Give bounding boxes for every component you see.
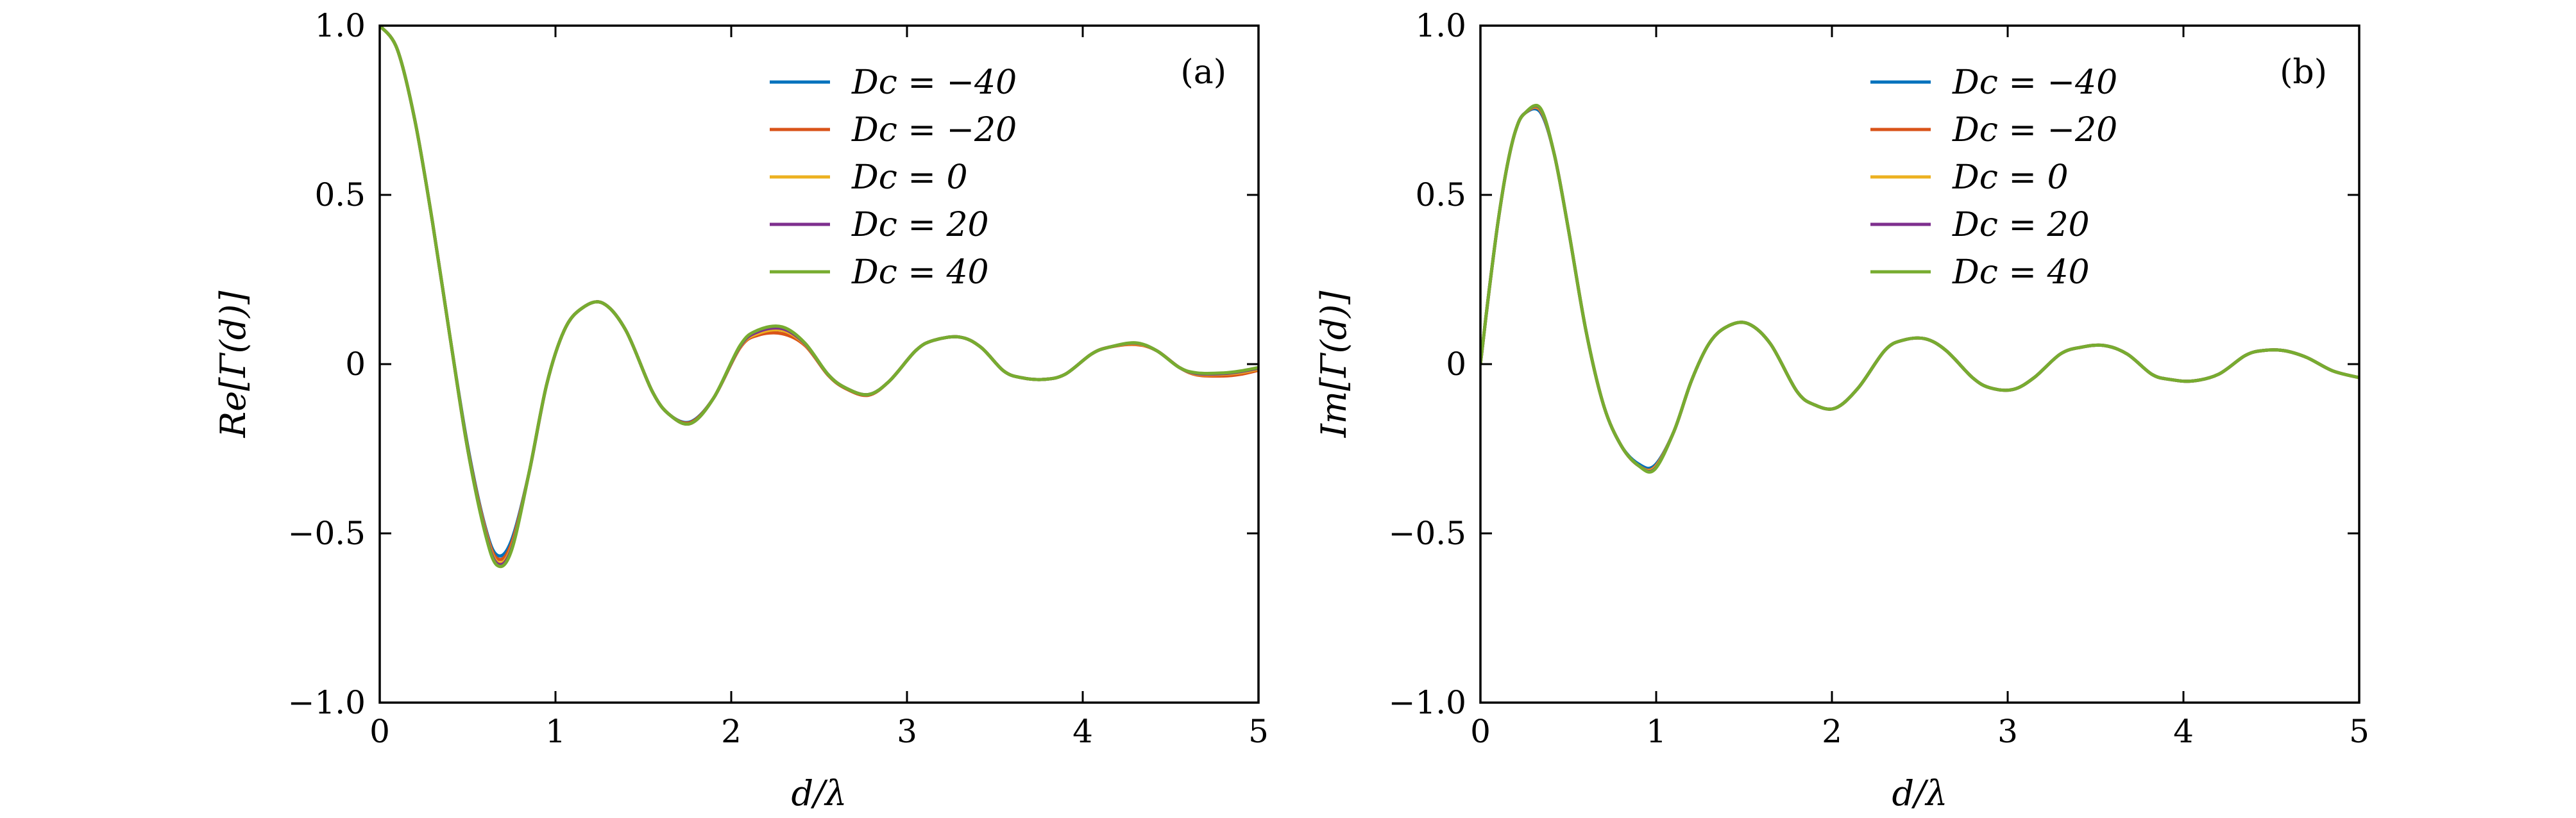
panel-label: (b) bbox=[2280, 53, 2327, 92]
y-tick-label: 0 bbox=[1446, 346, 1466, 383]
y-tick-label: −0.5 bbox=[288, 515, 366, 552]
legend-label-0: Dc = −40 bbox=[1952, 63, 2117, 102]
x-axis-label: d/λ bbox=[792, 773, 847, 814]
series-line-2 bbox=[1480, 105, 2359, 472]
series-line-3 bbox=[1480, 104, 2359, 474]
series-group bbox=[1480, 103, 2359, 474]
legend-label-1: Dc = −20 bbox=[851, 111, 1017, 149]
series-line-1 bbox=[1480, 106, 2359, 472]
panel-b: 0 1 2 3 4 5 −1.0 −0.5 0 0.5 1.0 d/λ Im[Γ(d)] (b) Dc = … bbox=[1314, 7, 2369, 814]
legend-label-4: Dc = 40 bbox=[1952, 253, 2090, 292]
series-line-0 bbox=[1480, 107, 2359, 471]
plot-frame bbox=[1479, 24, 2360, 704]
legend-label-1: Dc = −20 bbox=[1952, 111, 2117, 149]
y-tick-label: 0.5 bbox=[314, 176, 366, 213]
legend-label-3: Dc = 20 bbox=[1952, 206, 2090, 244]
y-tick-label: −0.5 bbox=[1389, 515, 1466, 552]
x-tick-label: 0 bbox=[1470, 713, 1491, 750]
legend-label-3: Dc = 20 bbox=[851, 206, 989, 244]
x-tick-label: 3 bbox=[1997, 713, 2018, 750]
panel-a: 0 1 2 3 4 5 −1.0 −0.5 0 0.5 1.0 d/λ Re[Γ(d)] (a) Dc = … bbox=[213, 7, 1269, 814]
series-line-4 bbox=[380, 26, 1258, 569]
series-line-1 bbox=[380, 26, 1258, 562]
y-tick-label: −1.0 bbox=[1389, 684, 1466, 721]
y-tick-label: 0.5 bbox=[1415, 176, 1466, 213]
x-tick-label: 0 bbox=[369, 713, 390, 750]
x-tick-label: 3 bbox=[897, 713, 917, 750]
series-line-0 bbox=[380, 26, 1258, 558]
series-line-2 bbox=[380, 26, 1258, 565]
x-tick-label: 2 bbox=[1822, 713, 1842, 750]
series-line-4 bbox=[1480, 103, 2359, 474]
x-tick-label: 1 bbox=[545, 713, 566, 750]
legend-label-2: Dc = 0 bbox=[851, 158, 968, 197]
x-axis-label: d/λ bbox=[1892, 773, 1948, 814]
legend-label-4: Dc = 40 bbox=[851, 253, 989, 292]
y-tick-label: 1.0 bbox=[314, 7, 366, 44]
x-tick-label: 4 bbox=[1072, 713, 1093, 750]
legend: Dc = −40 Dc = −20 Dc = 0 Dc = 20 Dc = 40 bbox=[770, 63, 1017, 292]
series-group bbox=[380, 26, 1258, 569]
legend-label-2: Dc = 0 bbox=[1952, 158, 2069, 197]
x-tick-label: 5 bbox=[1248, 713, 1269, 750]
y-tick-label: 0 bbox=[345, 346, 366, 383]
x-tick-label: 4 bbox=[2173, 713, 2194, 750]
x-tick-label: 5 bbox=[2349, 713, 2369, 750]
y-tick-label: −1.0 bbox=[288, 684, 366, 721]
y-tick-label: 1.0 bbox=[1415, 7, 1466, 44]
panel-label: (a) bbox=[1180, 53, 1226, 92]
x-tick-label: 2 bbox=[721, 713, 741, 750]
legend: Dc = −40 Dc = −20 Dc = 0 Dc = 20 Dc = 40 bbox=[1870, 63, 2117, 292]
y-axis-label: Im[Γ(d)] bbox=[1314, 290, 1354, 438]
x-tick-label: 1 bbox=[1646, 713, 1666, 750]
legend-label-0: Dc = −40 bbox=[851, 63, 1017, 102]
y-axis-label: Re[Γ(d)] bbox=[213, 290, 253, 438]
series-line-3 bbox=[380, 26, 1258, 567]
